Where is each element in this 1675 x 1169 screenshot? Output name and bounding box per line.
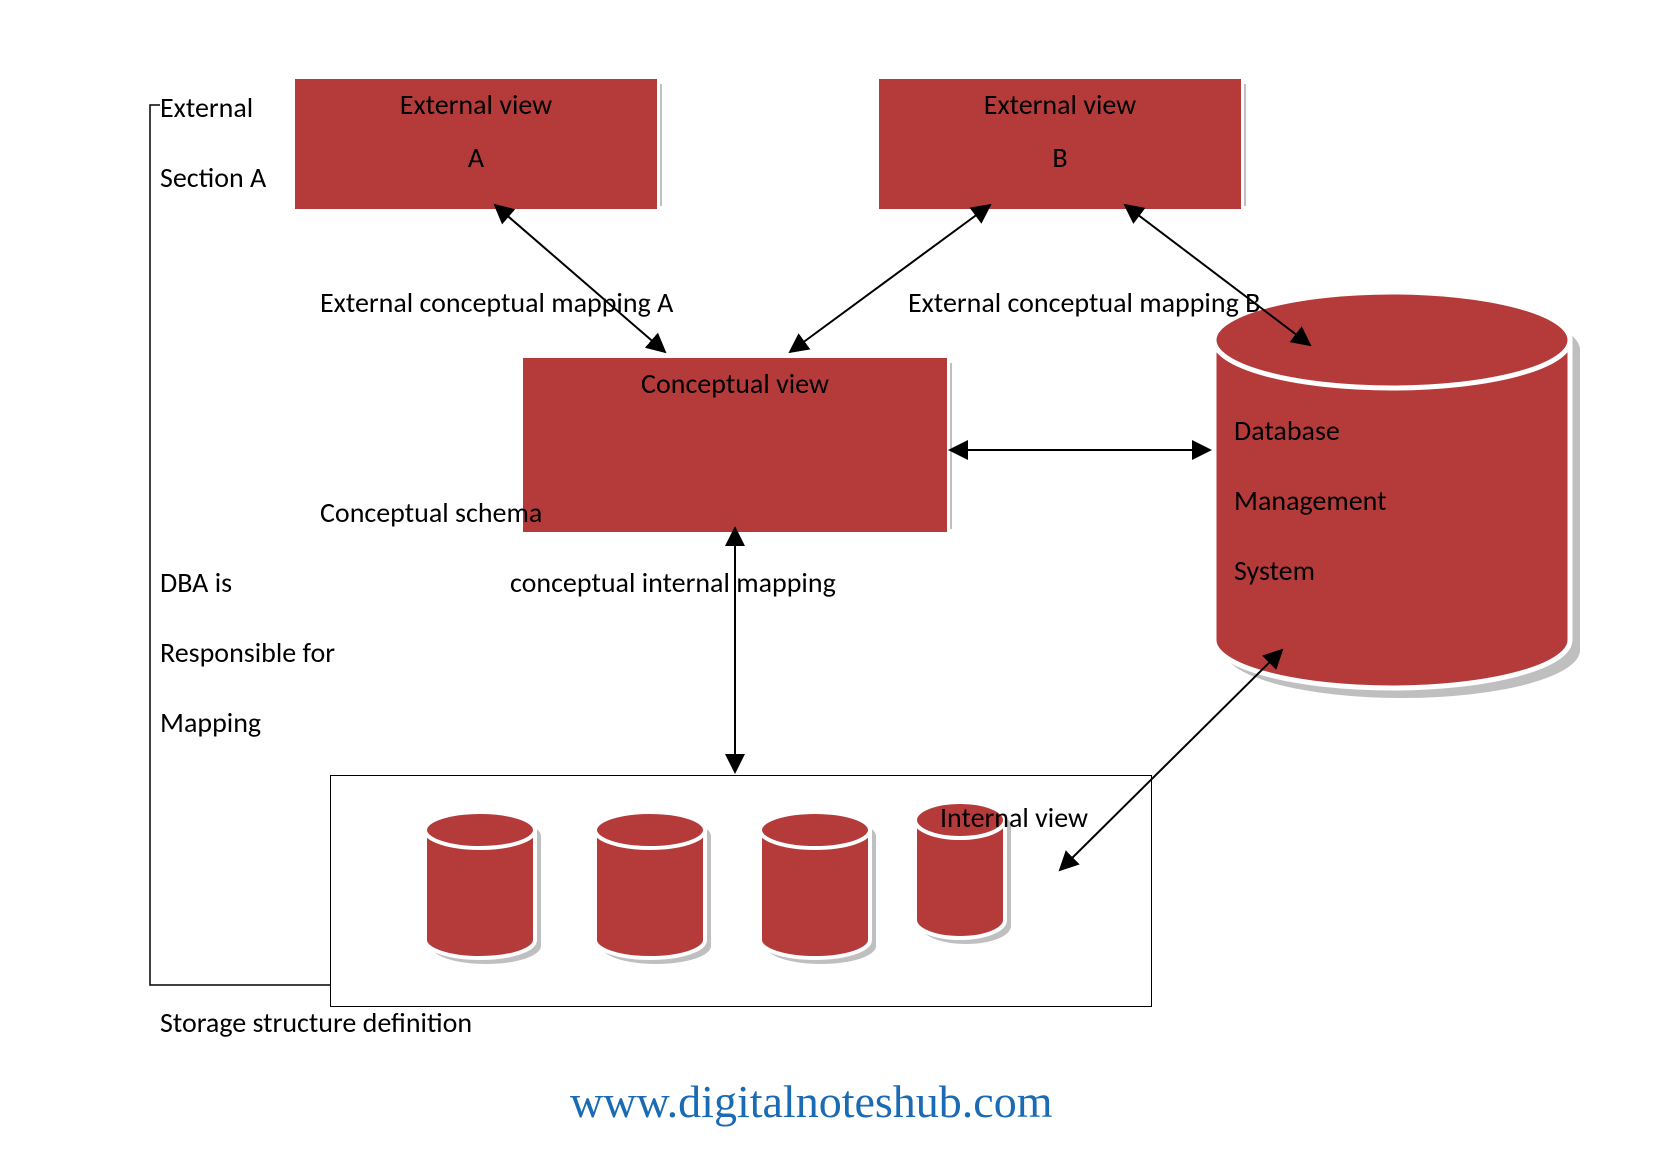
label-mapping-b: External conceptual mapping B <box>908 285 1260 320</box>
box-external-view-a: External view A <box>292 76 654 198</box>
diagram-root: External view A External view B Conceptu… <box>0 0 1675 1169</box>
box-title: Conceptual view <box>641 366 829 401</box>
label-dba-line3: Mapping <box>160 705 261 740</box>
box-subtitle: A <box>468 140 484 175</box>
box-subtitle: B <box>1052 140 1067 175</box>
dbms-label-line1: Database <box>1234 413 1340 448</box>
dbms-label-line2: Management <box>1234 483 1386 518</box>
label-conceptual-internal-mapping: conceptual internal mapping <box>510 565 836 600</box>
dbms-label-line3: System <box>1234 553 1315 588</box>
arrow-a-to-conc <box>495 205 665 352</box>
box-conceptual-view: Conceptual view <box>520 355 944 521</box>
label-mapping-a: External conceptual mapping A <box>320 285 673 320</box>
box-inner: External view B <box>876 76 1244 212</box>
label-external: External <box>160 90 253 125</box>
label-dba-line2: Responsible for <box>160 635 335 670</box>
watermark-url: www.digitalnoteshub.com <box>570 1075 1053 1128</box>
arrow-b-to-dbms <box>1125 205 1310 345</box>
label-internal-view: Internal view <box>940 800 1088 835</box>
box-title: External view <box>400 87 552 122</box>
label-conceptual-schema: Conceptual schema <box>320 495 542 530</box>
label-dba-line1: DBA is <box>160 565 232 600</box>
box-title: External view <box>984 87 1136 122</box>
label-section-a: Section A <box>160 160 266 195</box>
box-external-view-b: External view B <box>876 76 1238 198</box>
box-inner: Conceptual view <box>520 355 950 535</box>
arrow-b-to-conc <box>790 205 990 352</box>
label-storage-structure: Storage structure definition <box>160 1005 472 1040</box>
box-inner: External view A <box>292 76 660 212</box>
side-bracket <box>150 105 330 985</box>
